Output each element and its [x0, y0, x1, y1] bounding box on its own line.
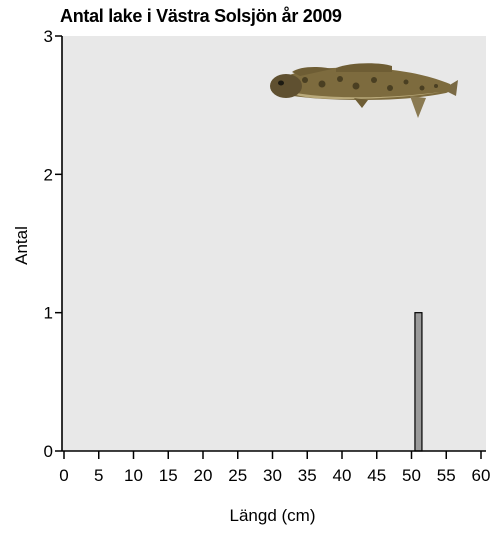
x-tick-label-5: 5	[94, 466, 103, 485]
burbot-fish-icon	[270, 63, 458, 118]
x-tick-label-55: 55	[437, 466, 456, 485]
x-tick-label-30: 30	[263, 466, 282, 485]
x-axis-label: Längd (cm)	[230, 506, 316, 525]
y-tick-label-2: 2	[44, 165, 53, 184]
y-tick-label-1: 1	[44, 304, 53, 323]
x-tick-label-40: 40	[333, 466, 352, 485]
bars-layer	[414, 312, 423, 452]
x-tick-label-0: 0	[59, 466, 68, 485]
x-tick-label-20: 20	[194, 466, 213, 485]
x-tick-label-50: 50	[402, 466, 421, 485]
x-tick-label-60: 60	[472, 466, 491, 485]
x-tick-label-45: 45	[367, 466, 386, 485]
y-tick-label-0: 0	[44, 442, 53, 461]
chart-title: Antal lake i Västra Solsjön år 2009	[60, 6, 342, 26]
x-tick-label-25: 25	[228, 466, 247, 485]
y-tick-label-3: 3	[44, 27, 53, 46]
y-axis-label: Antal	[12, 226, 31, 265]
bar-0	[414, 312, 423, 452]
x-tick-label-15: 15	[159, 466, 178, 485]
x-tick-label-10: 10	[124, 466, 143, 485]
x-tick-label-35: 35	[298, 466, 317, 485]
